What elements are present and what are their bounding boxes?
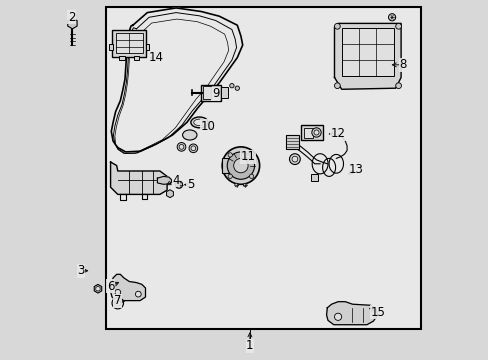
Text: 1: 1 [245,339,253,352]
Text: 13: 13 [348,163,363,176]
Text: 14: 14 [148,51,163,64]
Circle shape [291,156,297,162]
Circle shape [189,144,197,153]
Circle shape [243,183,246,187]
Text: 11: 11 [240,150,255,163]
Polygon shape [326,302,377,325]
Bar [222,158,231,173]
Bar [310,174,318,181]
Circle shape [233,158,247,173]
Bar [119,56,124,60]
Circle shape [395,83,401,89]
Circle shape [115,300,121,306]
Circle shape [311,128,321,137]
Text: 10: 10 [201,120,216,132]
Text: 2: 2 [68,11,75,24]
Circle shape [334,313,341,320]
Text: 6: 6 [106,280,114,293]
Bar [301,125,322,140]
Ellipse shape [193,119,205,126]
Polygon shape [334,23,400,89]
Bar [112,30,146,57]
Circle shape [177,143,185,151]
Text: 7: 7 [114,294,122,307]
Circle shape [222,147,259,184]
Circle shape [235,86,239,90]
Circle shape [227,153,232,157]
Circle shape [191,146,195,151]
Text: 12: 12 [330,127,345,140]
Polygon shape [157,176,171,184]
Bar [221,87,227,98]
Text: 5: 5 [186,178,194,191]
Bar [133,56,139,60]
Circle shape [112,297,123,309]
Text: 4: 4 [172,174,180,186]
Polygon shape [110,274,145,301]
Circle shape [227,152,254,179]
Bar [303,128,312,138]
Ellipse shape [190,117,208,128]
Bar [285,135,298,149]
Bar [109,44,113,50]
Circle shape [334,83,340,89]
Circle shape [249,153,253,157]
Circle shape [249,174,253,179]
Text: 15: 15 [369,306,385,319]
Circle shape [334,23,340,29]
Text: 1: 1 [245,339,253,352]
Circle shape [175,181,182,188]
Circle shape [135,291,141,297]
Text: 8: 8 [398,58,406,71]
Circle shape [387,14,395,21]
Circle shape [229,84,234,88]
Text: 3: 3 [77,264,84,277]
Circle shape [313,130,318,135]
Bar [106,7,420,329]
Circle shape [395,23,401,29]
Bar [115,33,142,53]
Bar [145,44,149,50]
Circle shape [179,144,183,149]
Text: 9: 9 [211,87,219,100]
Bar [201,85,221,101]
Polygon shape [111,8,242,152]
Circle shape [227,174,232,179]
Circle shape [115,289,121,295]
Bar [341,28,393,76]
Polygon shape [110,162,167,194]
Circle shape [289,154,300,165]
Ellipse shape [182,130,197,140]
Bar [203,86,211,99]
Circle shape [234,183,238,187]
